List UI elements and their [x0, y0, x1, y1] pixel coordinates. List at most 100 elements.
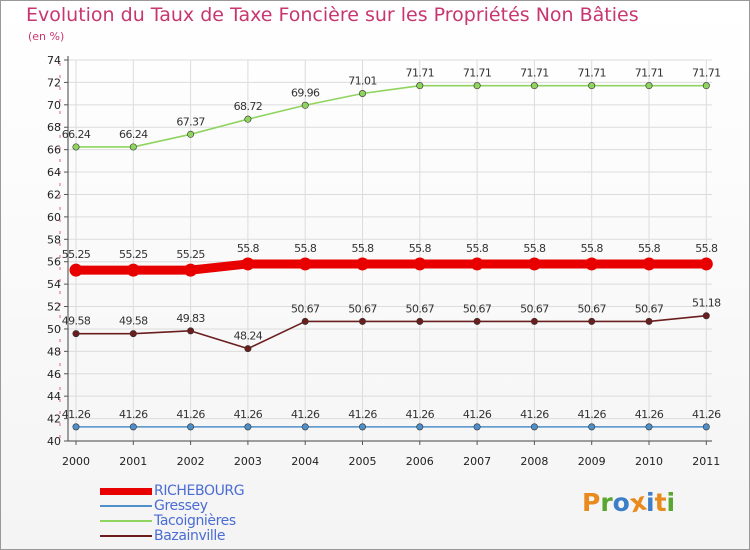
data-point-richebourg [184, 263, 198, 277]
series-lines [69, 82, 713, 431]
data-label-tacoignieres: 66.24 [62, 128, 91, 141]
data-label-bazainville: 50.67 [463, 302, 492, 315]
y-tick-label: 74 [47, 54, 61, 67]
x-tick-label: 2008 [520, 455, 548, 468]
y-tick-label: 54 [47, 278, 61, 291]
y-tick-label: 66 [47, 144, 61, 157]
data-label-gressey: 41.26 [176, 408, 205, 421]
data-label-gressey: 41.26 [635, 408, 664, 421]
y-tick-label: 70 [47, 99, 61, 112]
data-label-bazainville: 49.83 [176, 312, 205, 325]
data-point-gressey [530, 423, 538, 431]
data-point-bazainville [72, 330, 80, 338]
data-point-gressey [645, 423, 653, 431]
data-label-bazainville: 49.58 [62, 315, 91, 328]
y-tick-label: 44 [47, 390, 61, 403]
data-point-gressey [588, 423, 596, 431]
data-label-richebourg: 55.8 [581, 242, 604, 255]
x-tick-label: 2009 [578, 455, 606, 468]
data-point-tacoignieres [530, 82, 538, 90]
data-label-gressey: 41.26 [520, 408, 549, 421]
data-point-richebourg [413, 257, 427, 271]
data-label-bazainville: 50.67 [520, 302, 549, 315]
x-tick-label: 2000 [62, 455, 90, 468]
y-tick-label: 48 [47, 345, 61, 358]
x-tick-label: 2011 [692, 455, 720, 468]
data-point-tacoignieres [588, 82, 596, 90]
y-tick-label: 42 [47, 413, 61, 426]
legend-label-gressey: Gressey [154, 498, 208, 514]
data-point-gressey [358, 423, 366, 431]
data-point-gressey [72, 423, 80, 431]
data-point-bazainville [645, 317, 653, 325]
data-label-bazainville: 49.58 [119, 315, 148, 328]
series-line-richebourg [71, 259, 711, 275]
data-point-tacoignieres [72, 143, 80, 151]
logo-letter: r [600, 488, 613, 517]
legend-swatch-bazainville [100, 535, 152, 537]
data-point-richebourg [527, 257, 541, 271]
data-label-richebourg: 55.8 [351, 242, 374, 255]
data-point-bazainville [187, 327, 195, 335]
x-tick-label: 2006 [406, 455, 434, 468]
data-point-bazainville [416, 317, 424, 325]
data-point-tacoignieres [244, 115, 252, 123]
data-label-richebourg: 55.8 [294, 242, 317, 255]
data-labels: 66.24 66.24 67.37 68.72 69.96 71.01 71.71 71.71… [62, 67, 722, 421]
data-point-gressey [187, 423, 195, 431]
chart-subtitle: (en %) [28, 30, 65, 43]
y-tick-label: 64 [47, 166, 61, 179]
x-tick-label: 2002 [177, 455, 205, 468]
data-label-tacoignieres: 71.01 [348, 75, 377, 88]
data-point-tacoignieres [702, 82, 710, 90]
y-tick-label: 58 [47, 233, 61, 246]
data-point-gressey [416, 423, 424, 431]
x-tick-label: 2005 [349, 455, 377, 468]
data-point-gressey [244, 423, 252, 431]
data-point-richebourg [642, 257, 656, 271]
y-tick-label: 46 [47, 368, 61, 381]
data-label-tacoignieres: 71.71 [635, 67, 664, 80]
legend-label-richebourg: RICHEBOURG [154, 483, 245, 499]
x-tick-label: 2003 [234, 455, 262, 468]
logo-letter: i [646, 488, 655, 517]
data-point-richebourg [126, 263, 140, 277]
data-label-tacoignieres: 67.37 [176, 115, 205, 128]
data-label-gressey: 41.26 [577, 408, 606, 421]
x-tick-label: 2010 [635, 455, 663, 468]
chart-title: Evolution du Taux de Taxe Foncière sur l… [26, 4, 639, 26]
data-label-tacoignieres: 71.71 [692, 67, 721, 80]
data-label-bazainville: 50.67 [635, 302, 664, 315]
data-label-richebourg: 55.8 [523, 242, 546, 255]
data-point-bazainville [588, 317, 596, 325]
data-label-tacoignieres: 66.24 [119, 128, 148, 141]
data-label-richebourg: 55.25 [176, 248, 205, 261]
data-point-richebourg [585, 257, 599, 271]
data-point-tacoignieres [416, 82, 424, 90]
data-point-gressey [129, 423, 137, 431]
x-axis-ticks: 2000 2001 2002 2003 2004 2005 2006 2007 2008 2009… [62, 441, 720, 468]
y-tick-label: 68 [47, 121, 61, 134]
data-point-richebourg [699, 257, 713, 271]
data-label-richebourg: 55.8 [466, 242, 489, 255]
data-label-gressey: 41.26 [406, 408, 435, 421]
x-tick-label: 2004 [291, 455, 319, 468]
logo-letter: P [582, 488, 601, 517]
data-point-bazainville [244, 345, 252, 353]
y-tick-label: 56 [47, 256, 61, 269]
data-label-richebourg: 55.25 [62, 248, 91, 261]
legend-swatch-gressey [100, 505, 152, 507]
data-point-bazainville [129, 330, 137, 338]
series-line-bazainville [75, 314, 708, 350]
data-label-gressey: 41.26 [348, 408, 377, 421]
y-tick-label: 40 [47, 435, 61, 448]
data-point-tacoignieres [645, 82, 653, 90]
data-label-gressey: 41.26 [119, 408, 148, 421]
data-point-bazainville [473, 317, 481, 325]
data-label-richebourg: 55.25 [119, 248, 148, 261]
data-point-bazainville [702, 312, 710, 320]
y-tick-label: 52 [47, 301, 61, 314]
proxiti-logo: Proxiti [582, 487, 675, 519]
y-tick-label: 60 [47, 211, 61, 224]
legend-label-tacoignieres: Tacoignières [154, 513, 236, 529]
